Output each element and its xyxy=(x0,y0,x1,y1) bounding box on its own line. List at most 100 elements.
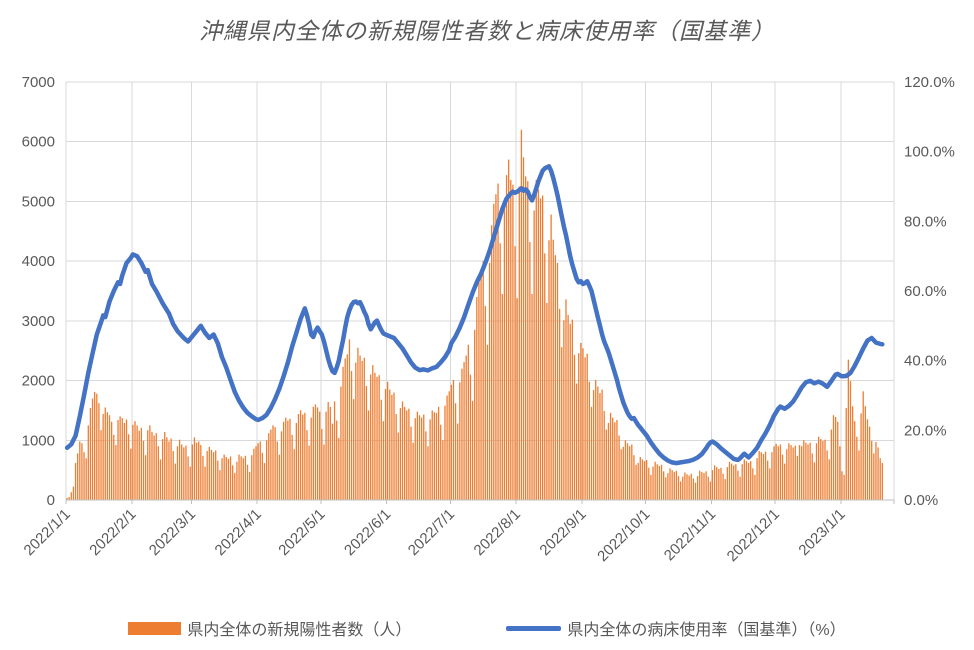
new-cases-bar xyxy=(811,453,813,500)
new-cases-bar xyxy=(735,464,737,500)
new-cases-bar xyxy=(212,452,215,500)
legend-item-bed-usage: 県内全体の病床使用率（国基準）（%） xyxy=(506,616,846,640)
new-cases-bar xyxy=(261,452,264,500)
new-cases-bar xyxy=(556,262,559,500)
new-cases-bar xyxy=(268,433,270,500)
new-cases-bar xyxy=(854,421,856,500)
new-cases-bar xyxy=(758,451,760,500)
new-cases-bar xyxy=(198,441,200,500)
x-axis-label: 2022/2/1 xyxy=(86,506,139,559)
new-cases-bar xyxy=(491,225,493,501)
new-cases-bar xyxy=(282,421,285,500)
new-cases-bar xyxy=(486,344,489,500)
new-cases-bar xyxy=(599,393,601,500)
new-cases-bar xyxy=(384,388,387,500)
new-cases-bar xyxy=(457,423,459,500)
new-cases-bar xyxy=(656,464,658,500)
new-cases-bar xyxy=(745,461,748,500)
new-cases-bar xyxy=(641,459,644,500)
new-cases-bar xyxy=(713,465,716,500)
new-cases-bar xyxy=(321,428,323,500)
new-cases-bar xyxy=(459,382,461,500)
new-cases-bar xyxy=(444,405,446,500)
new-cases-bar xyxy=(79,441,81,500)
new-cases-bar xyxy=(554,255,557,500)
new-cases-bar xyxy=(550,214,552,500)
new-cases-bar xyxy=(96,393,98,500)
x-axis-label: 2022/1/1 xyxy=(21,506,74,559)
new-cases-bar xyxy=(558,308,561,500)
new-cases-bar xyxy=(454,403,457,500)
new-cases-bar xyxy=(106,412,109,500)
new-cases-bar xyxy=(847,359,850,500)
new-cases-bar xyxy=(512,184,514,501)
new-cases-bar xyxy=(877,447,879,500)
new-cases-bar xyxy=(140,427,143,500)
new-cases-bar xyxy=(522,157,525,501)
new-cases-bar xyxy=(208,446,210,500)
new-cases-bar xyxy=(752,468,754,500)
new-cases-bar xyxy=(834,416,837,500)
new-cases-bar xyxy=(688,475,690,500)
new-cases-bar xyxy=(450,384,452,500)
chart-title: 沖縄県内全体の新規陽性者数と病床使用率（国基準） xyxy=(199,18,775,44)
new-cases-bar xyxy=(845,408,847,500)
new-cases-bar xyxy=(316,407,319,500)
new-cases-bar xyxy=(229,456,232,500)
new-cases-bar xyxy=(72,486,75,500)
new-cases-bar xyxy=(91,398,94,500)
new-cases-bar xyxy=(739,476,741,500)
y-axis-label-left: 2000 xyxy=(22,373,55,390)
new-cases-bar xyxy=(743,459,745,500)
new-cases-bar xyxy=(629,446,631,500)
new-cases-bar xyxy=(331,423,334,500)
bar-series-swatch xyxy=(128,621,182,635)
new-cases-bar xyxy=(414,418,416,500)
new-cases-bar xyxy=(648,467,650,500)
new-cases-bar xyxy=(221,458,223,500)
new-cases-bar xyxy=(875,442,877,500)
new-cases-bar xyxy=(595,379,597,500)
new-cases-bar xyxy=(418,415,421,500)
new-cases-bar xyxy=(493,203,495,500)
new-cases-bar xyxy=(508,159,510,500)
new-cases-bar xyxy=(569,323,571,500)
new-cases-bar xyxy=(248,471,251,500)
new-cases-bar xyxy=(344,358,346,500)
new-cases-bar xyxy=(353,399,355,500)
new-cases-bar xyxy=(161,439,164,500)
new-cases-bar xyxy=(703,473,705,500)
new-cases-bar xyxy=(788,443,790,500)
new-cases-bar xyxy=(741,464,743,500)
new-cases-bar xyxy=(202,455,204,500)
new-cases-bar xyxy=(423,414,425,500)
x-axis-label: 2022/7/1 xyxy=(405,506,458,559)
new-cases-bar xyxy=(372,365,374,500)
new-cases-bar xyxy=(98,403,100,500)
new-cases-bar xyxy=(881,462,883,500)
new-cases-bar xyxy=(817,436,820,500)
new-cases-bar xyxy=(357,347,359,500)
new-cases-bar xyxy=(374,372,376,500)
new-cases-bar xyxy=(257,443,259,500)
new-cases-bar xyxy=(185,445,187,500)
new-cases-bar xyxy=(646,459,648,500)
new-cases-bar xyxy=(824,439,826,500)
new-cases-bar xyxy=(618,435,620,500)
new-cases-bar xyxy=(474,329,476,500)
new-cases-bar xyxy=(164,431,166,500)
new-cases-bar xyxy=(764,451,767,500)
y-axis-label-left: 1000 xyxy=(22,432,55,449)
new-cases-bar xyxy=(195,442,198,500)
x-axis-label: 2022/8/1 xyxy=(471,506,524,559)
new-cases-bar xyxy=(142,440,145,500)
new-cases-bar xyxy=(733,465,735,500)
new-cases-bar xyxy=(879,458,881,500)
new-cases-bar xyxy=(77,453,79,500)
new-cases-bar xyxy=(711,470,714,500)
new-cases-bar xyxy=(304,412,306,500)
new-cases-bar xyxy=(397,432,399,500)
new-cases-bar xyxy=(378,375,380,500)
new-cases-bar xyxy=(488,262,491,500)
new-cases-bar xyxy=(159,459,162,500)
